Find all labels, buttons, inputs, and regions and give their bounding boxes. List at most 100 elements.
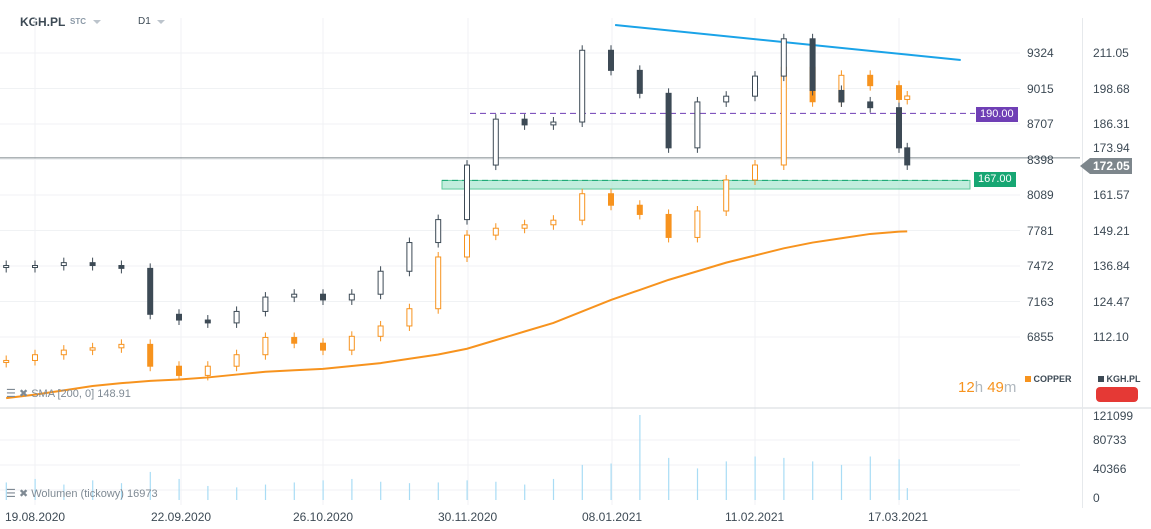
volume-bar	[869, 456, 871, 500]
last-price-pointer	[1080, 158, 1090, 174]
symbol-label[interactable]: KGH.PL	[20, 15, 66, 29]
sma-line	[6, 230, 908, 400]
kgh-candle	[60, 262, 67, 267]
copper-candle	[320, 342, 326, 351]
date-axis-tick: 22.09.2020	[151, 510, 212, 524]
timer-m: m	[1003, 379, 1017, 396]
kgh-candle	[608, 49, 614, 71]
left-axis-tick: 7472	[1027, 259, 1054, 273]
copper-candle	[406, 308, 413, 327]
copper-candle	[464, 234, 470, 258]
volume-bar	[408, 483, 411, 500]
timeframe-dropdown-icon[interactable]	[157, 20, 165, 24]
left-axis-tick: 7163	[1027, 294, 1054, 309]
level-167-tag[interactable]: 167.00	[974, 172, 1016, 187]
volume-legend-text: Wolumen (tickowy) 16973	[31, 488, 158, 500]
volume-bar	[178, 478, 180, 500]
kgh-candle	[579, 49, 586, 123]
close-icon[interactable]: ✖	[18, 488, 29, 500]
volume-bar	[783, 457, 785, 500]
copper-candle	[89, 347, 96, 351]
copper-candle	[521, 224, 528, 229]
axis-divider	[1082, 18, 1083, 508]
kgh-candle	[3, 265, 10, 269]
copper-candle	[60, 349, 67, 356]
source-dropdown-icon[interactable]	[93, 20, 101, 24]
legend-copper[interactable]: COPPER	[1025, 374, 1072, 385]
volume-bar	[293, 482, 295, 500]
right-axis-tick: 211.05	[1093, 46, 1129, 60]
volume-bar	[437, 482, 439, 500]
right-axis-tick: 161.57	[1093, 188, 1130, 202]
kgh-candle	[147, 267, 154, 315]
legend-kgh-label: KGH.PL	[1106, 374, 1141, 384]
volume-bar	[380, 481, 382, 500]
resistance-trendline	[615, 24, 961, 62]
left-axis-tick: 8089	[1027, 188, 1054, 202]
kgh-candle	[694, 101, 701, 149]
level-190-tag[interactable]: 190.00	[976, 107, 1018, 122]
copper-candle	[723, 179, 730, 212]
kgh-candle	[320, 293, 326, 301]
copper-candle	[32, 354, 38, 361]
copper-candle	[665, 213, 672, 238]
kgh-candle	[32, 265, 38, 269]
sma-legend-text: SMA [200, 0] 148.91	[31, 388, 131, 400]
date-axis-tick: 08.01.2021	[582, 510, 643, 524]
kgh-candle	[464, 164, 470, 221]
right-axis-tick: 124.47	[1093, 294, 1130, 309]
volume-bar	[92, 480, 94, 500]
copper-candle	[579, 193, 586, 221]
volume-bar	[466, 480, 468, 500]
left-axis-tick: 8707	[1027, 117, 1054, 131]
menu-icon[interactable]: ☰	[6, 488, 16, 500]
volume-bar	[120, 483, 123, 500]
volume-legend[interactable]: ☰ ✖ Wolumen (tickowy) 16973	[6, 488, 158, 501]
volume-bar	[351, 478, 353, 500]
date-axis-tick: 11.02.2021	[725, 510, 785, 524]
support-zone	[441, 179, 971, 190]
volume-bar	[322, 480, 324, 500]
copper-candle	[752, 164, 758, 181]
right-axis-tick: 136.84	[1093, 259, 1130, 273]
volume-bar	[552, 478, 555, 500]
copper-candle	[233, 354, 240, 367]
timer-hours: 12	[958, 379, 975, 396]
kgh-candle	[521, 118, 528, 126]
timer-h: h	[974, 379, 984, 396]
copper-candle	[435, 256, 442, 310]
kgh-swatch-icon	[1098, 376, 1104, 382]
left-axis-tick: 8398	[1027, 152, 1054, 167]
date-axis-tick: 17.03.2021	[868, 510, 929, 524]
volume-bar	[581, 464, 583, 500]
copper-candle	[492, 227, 499, 236]
timeframe-label[interactable]: D1	[138, 16, 151, 27]
kgh-candle	[896, 107, 902, 149]
kgh-candle	[665, 92, 672, 149]
volume-bar	[696, 468, 699, 500]
left-axis-tick: 9324	[1027, 46, 1054, 60]
right-axis-tick: 186.31	[1093, 117, 1130, 131]
timer-minutes: 49	[987, 379, 1004, 396]
date-axis-tick: 30.11.2020	[438, 510, 498, 524]
volume-bar	[236, 487, 238, 500]
copper-candle	[377, 325, 384, 337]
sma-legend[interactable]: ☰ ✖ SMA [200, 0] 148.91	[6, 388, 131, 401]
copper-candle	[262, 336, 269, 356]
volume-bar	[5, 482, 7, 500]
volume-axis-tick: 121099	[1093, 409, 1134, 423]
legend-kgh[interactable]: KGH.PL	[1098, 374, 1141, 385]
left-axis-tick: 9015	[1027, 81, 1054, 96]
volume-bar	[668, 457, 670, 500]
volume-bar	[898, 459, 900, 500]
kgh-candle	[348, 293, 355, 301]
menu-icon[interactable]: ☰	[6, 388, 16, 400]
volume-bar	[906, 488, 908, 500]
close-icon[interactable]: ✖	[18, 388, 29, 400]
source-label[interactable]: STC	[70, 17, 86, 26]
volume-bar	[264, 484, 267, 500]
copper-candle	[147, 343, 154, 367]
volume-bar	[610, 463, 612, 500]
kgh-candle	[377, 270, 384, 295]
